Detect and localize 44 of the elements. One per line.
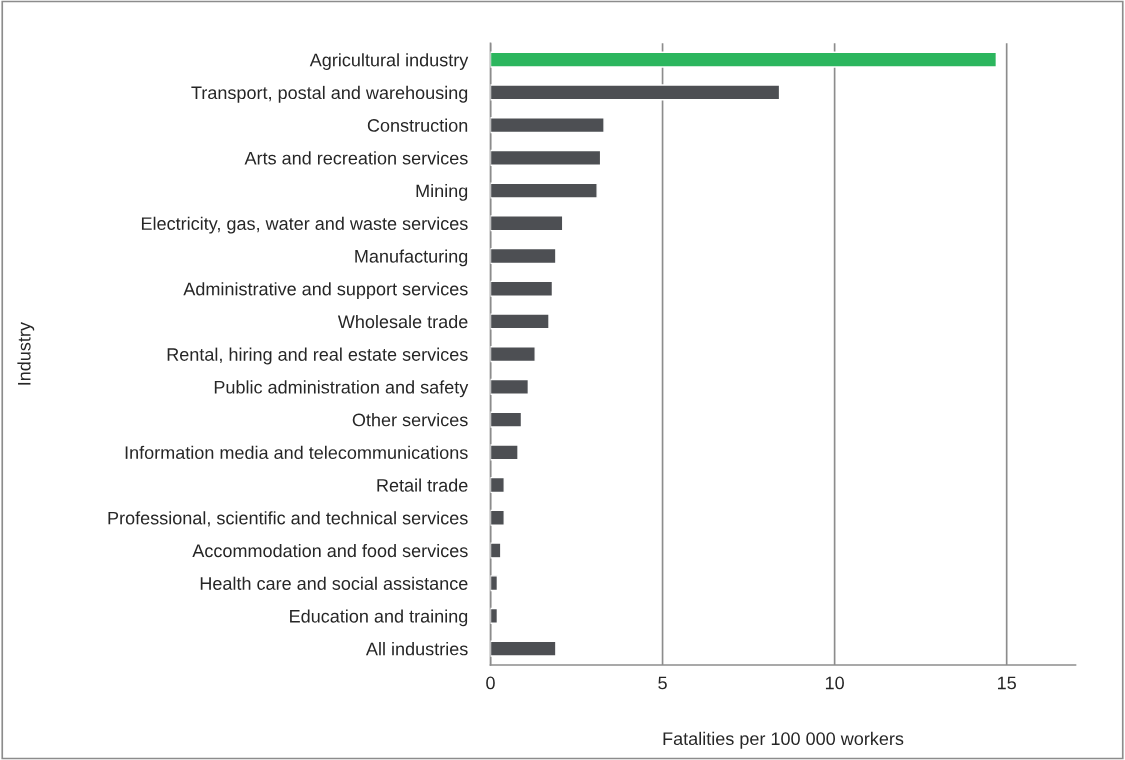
x-tick-label: 10 [825, 676, 844, 690]
y-tick-label: Electricity, gas, water and waste services [141, 216, 468, 234]
bar [490, 476, 505, 494]
y-tick-label: Rental, hiring and real estate services [167, 347, 468, 365]
x-axis-title: Fatalities per 100 000 workers [663, 731, 904, 749]
bar [490, 444, 519, 461]
bar [490, 84, 781, 101]
y-tick-label: Public administration and safety [214, 380, 469, 398]
y-tick-label: All industries [365, 642, 468, 656]
y-tick-label: Administrative and support services [183, 282, 468, 300]
y-tick-label: Agricultural industry [309, 53, 469, 70]
y-tick-label: Transport, postal and warehousing [191, 85, 468, 103]
bar [490, 640, 557, 657]
bar [490, 542, 502, 559]
bar [490, 149, 602, 166]
bar [490, 575, 499, 592]
y-tick-label: Arts and recreation services [244, 151, 468, 165]
bar [490, 411, 523, 428]
y-tick-label: Professional, scientific and technical services [108, 511, 468, 527]
y-tick-label: Health care and social assistance [200, 576, 468, 590]
bar [490, 182, 598, 199]
x-tick-label: 15 [998, 676, 1016, 690]
y-tick-label: Mining [416, 184, 468, 201]
y-tick-label: Retail trade [377, 478, 468, 492]
y-tick-label: Education and training [290, 609, 468, 627]
y-tick-label: Wholesale trade [337, 314, 468, 329]
x-tick-label: 5 [658, 676, 667, 690]
y-tick-label: Other services [352, 413, 468, 427]
bar [490, 117, 605, 134]
bar [490, 313, 550, 330]
y-tick-label: Information media and telecommunications [125, 445, 468, 460]
bar [490, 607, 499, 624]
y-tick-label: Construction [367, 118, 468, 132]
y-tick-label: Manufacturing [355, 249, 468, 267]
bar [490, 215, 564, 232]
bar [490, 509, 505, 526]
x-tick-label: 0 [486, 676, 495, 690]
bar [490, 346, 536, 363]
bar [490, 280, 554, 297]
bar [490, 378, 530, 395]
bar [490, 51, 998, 68]
y-tick-label: Accommodation and food services [192, 543, 468, 558]
bar [490, 247, 557, 265]
y-axis-title: Industry [17, 322, 35, 385]
